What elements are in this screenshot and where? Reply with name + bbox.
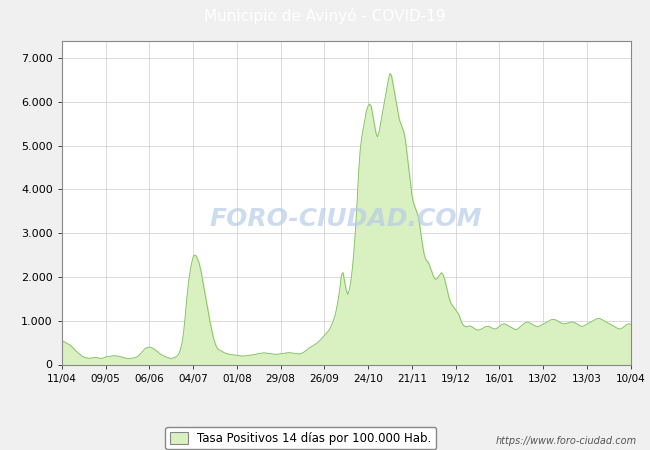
Legend: Tasa Positivos 14 días por 100.000 Hab.: Tasa Positivos 14 días por 100.000 Hab. [165, 427, 436, 449]
Text: https://www.foro-ciudad.com: https://www.foro-ciudad.com [496, 436, 637, 446]
Text: Municipio de Avinyó - COVID-19: Municipio de Avinyó - COVID-19 [204, 8, 446, 24]
Text: FORO-CIUDAD.COM: FORO-CIUDAD.COM [210, 207, 482, 231]
